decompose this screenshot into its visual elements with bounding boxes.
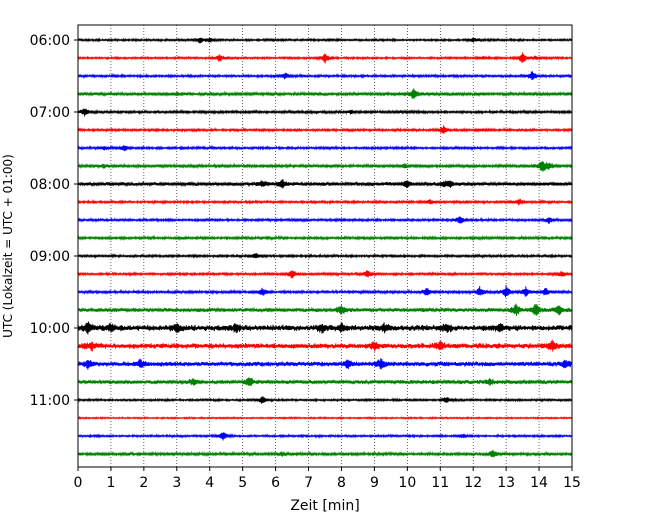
x-tick-label: 2: [139, 475, 148, 491]
x-tick-label: 13: [497, 475, 515, 491]
trace-0930: [77, 285, 573, 298]
trace-1100: [77, 396, 573, 404]
x-tick-label: 3: [172, 475, 181, 491]
trace-1030: [77, 358, 573, 370]
y-tick-label: 10:00: [30, 321, 70, 337]
x-tick-label: 4: [205, 475, 214, 491]
y-axis-label: UTC (Lokalzeit = UTC + 01:00): [1, 154, 15, 338]
trace-0815: [77, 198, 573, 206]
trace-0845: [77, 234, 573, 242]
y-tick-label: 11:00: [30, 393, 70, 409]
x-axis-label: Zeit [min]: [290, 498, 359, 514]
trace-1000: [77, 321, 573, 335]
trace-group: [77, 37, 573, 458]
trace-0715: [77, 125, 573, 134]
trace-1045: [77, 377, 573, 386]
y-tick-label: 08:00: [30, 177, 70, 193]
trace-0830: [77, 216, 573, 224]
x-tick-label: 7: [304, 475, 313, 491]
trace-1115: [77, 415, 573, 421]
trace-0645: [77, 88, 573, 99]
trace-0730: [77, 145, 573, 152]
trace-0700: [77, 108, 573, 117]
trace-1145: [77, 449, 573, 458]
plot-frame: [77, 24, 573, 468]
trace-0745: [77, 160, 573, 172]
x-tick-label: 11: [431, 475, 449, 491]
x-tick-label: 14: [530, 475, 548, 491]
x-axis: 0 1 2 3 4 5 6 7 8 9 10 11 12 13 14 15: [74, 467, 581, 491]
x-tick-label: 0: [74, 475, 83, 491]
x-tick-label: 9: [370, 475, 379, 491]
x-tick-label: 15: [563, 475, 581, 491]
x-tick-label: 10: [398, 475, 416, 491]
trace-1015: [77, 339, 573, 352]
y-tick-label: 09:00: [30, 249, 70, 265]
trace-0945: [77, 303, 573, 317]
y-tick-label: 06:00: [30, 33, 70, 49]
trace-0600: [77, 37, 573, 44]
trace-1130: [77, 432, 573, 441]
x-tick-label: 6: [271, 475, 280, 491]
trace-0900: [77, 253, 573, 259]
x-tick-label: 8: [337, 475, 346, 491]
x-tick-label: 12: [464, 475, 482, 491]
trace-0615: [77, 52, 573, 64]
trace-0915: [77, 270, 573, 279]
y-tick-label: 07:00: [30, 105, 70, 121]
x-tick-label: 1: [106, 475, 115, 491]
x-tick-label: 5: [238, 475, 247, 491]
trace-0800: [77, 179, 573, 189]
trace-0630: [77, 71, 573, 80]
y-axis: 06:00 07:00 08:00 09:00 10:00 11:00: [30, 33, 78, 409]
